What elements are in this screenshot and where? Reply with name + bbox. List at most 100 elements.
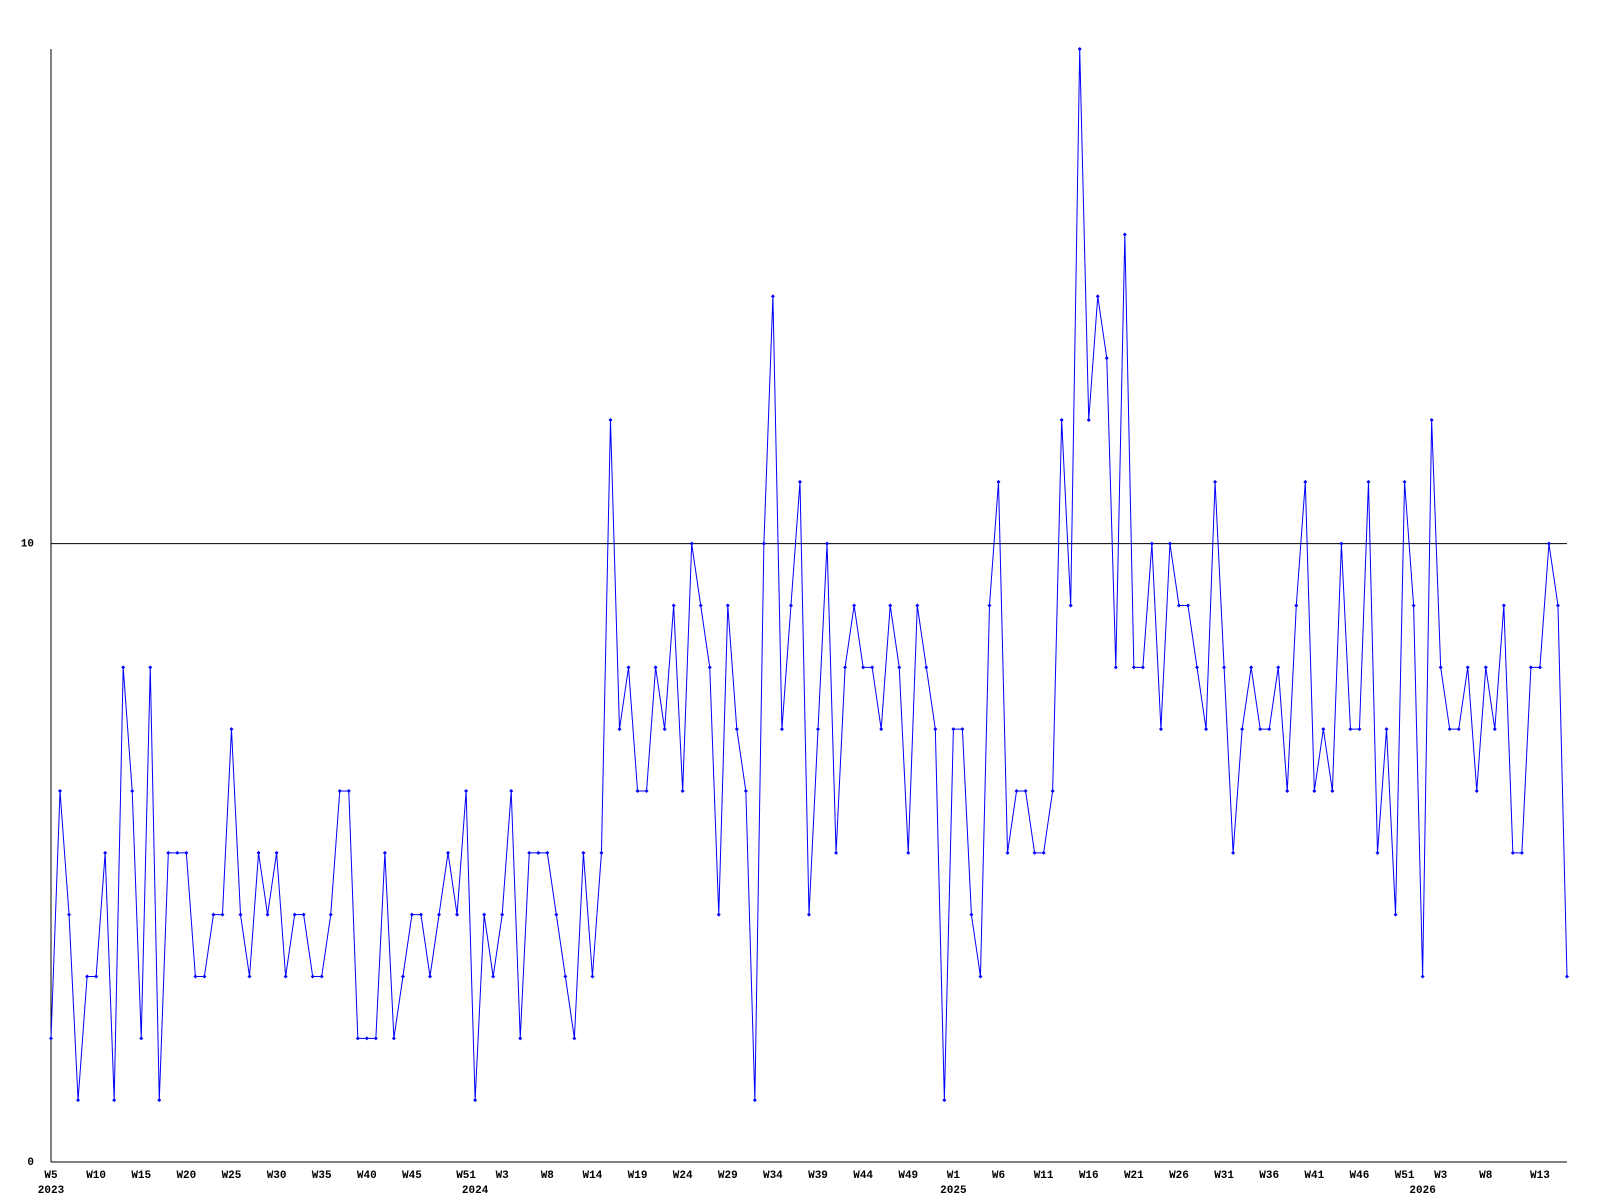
point-marker — [337, 789, 342, 793]
point-marker — [364, 1036, 369, 1041]
x-tick-label: W10 — [86, 1170, 106, 1182]
point-marker — [879, 727, 884, 732]
point-marker — [1113, 665, 1118, 670]
point-marker — [788, 603, 793, 608]
point-marker — [1104, 356, 1109, 361]
point-marker — [49, 1036, 53, 1041]
point-marker — [536, 850, 541, 855]
point-marker — [1050, 789, 1055, 793]
point-marker — [319, 974, 324, 979]
point-marker — [211, 912, 216, 917]
point-marker — [779, 727, 784, 732]
x-year-label: 2023 — [38, 1185, 65, 1197]
point-marker — [734, 727, 739, 732]
point-marker — [1086, 418, 1091, 422]
point-marker — [1366, 479, 1371, 484]
point-marker — [897, 665, 902, 670]
point-marker — [202, 974, 207, 979]
point-marker — [942, 1098, 947, 1103]
point-marker — [1041, 850, 1046, 855]
point-marker — [391, 1036, 396, 1041]
point-marker — [825, 541, 830, 546]
point-marker — [915, 603, 920, 608]
point-marker — [355, 1036, 360, 1041]
point-marker — [1321, 727, 1326, 732]
point-marker — [870, 665, 875, 670]
point-marker — [491, 974, 496, 979]
x-tick-label: W26 — [1169, 1170, 1189, 1182]
point-marker — [1546, 541, 1551, 546]
point-marker — [527, 850, 532, 855]
point-marker — [1456, 727, 1461, 732]
point-marker — [761, 541, 766, 546]
point-marker — [1285, 789, 1290, 793]
point-marker — [1312, 789, 1317, 793]
x-tick-label: W45 — [402, 1170, 422, 1182]
point-marker — [1005, 850, 1010, 855]
point-marker — [1303, 479, 1308, 484]
point-marker — [996, 479, 1001, 484]
point-marker — [283, 974, 288, 979]
point-marker — [807, 912, 811, 917]
x-year-label: 2025 — [940, 1185, 967, 1197]
point-marker — [1565, 974, 1569, 979]
point-marker — [409, 912, 414, 917]
point-marker — [1357, 727, 1362, 732]
point-marker — [924, 665, 929, 670]
point-marker — [1420, 974, 1425, 979]
point-marker — [1276, 665, 1281, 670]
point-marker — [103, 850, 108, 855]
point-marker — [599, 850, 604, 855]
point-marker — [716, 912, 721, 917]
point-marker — [554, 912, 559, 917]
point-marker — [1393, 912, 1398, 917]
point-marker — [1519, 850, 1524, 855]
x-tick-label: W36 — [1259, 1170, 1279, 1182]
point-marker — [193, 974, 198, 979]
point-marker — [148, 665, 153, 670]
point-marker — [112, 1098, 117, 1103]
point-marker — [473, 1098, 478, 1103]
x-tick-label: W3 — [1434, 1170, 1448, 1182]
point-marker — [310, 974, 315, 979]
point-marker — [752, 1098, 757, 1103]
x-tick-label: W40 — [357, 1170, 377, 1182]
point-marker — [1348, 727, 1353, 732]
y-tick-label: 10 — [21, 539, 34, 551]
point-marker — [1294, 603, 1299, 608]
x-year-label: 2024 — [462, 1185, 489, 1197]
point-marker — [94, 974, 99, 979]
x-tick-label: W11 — [1034, 1170, 1054, 1182]
point-marker — [85, 974, 90, 979]
point-marker — [1474, 789, 1479, 793]
y-tick-label: 0 — [27, 1157, 34, 1169]
point-marker — [1032, 850, 1037, 855]
point-marker — [1176, 603, 1181, 608]
point-marker — [770, 294, 775, 299]
point-marker — [707, 665, 712, 670]
point-marker — [888, 603, 893, 608]
x-tick-label: W20 — [176, 1170, 196, 1182]
point-marker — [464, 789, 469, 793]
point-marker — [1384, 727, 1389, 732]
point-marker — [1195, 665, 1200, 670]
x-tick-label: W25 — [222, 1170, 242, 1182]
point-marker — [1231, 850, 1236, 855]
point-marker — [608, 418, 613, 422]
point-marker — [1023, 789, 1028, 793]
point-marker — [1375, 850, 1380, 855]
point-marker — [1122, 232, 1127, 237]
point-marker — [518, 1036, 523, 1041]
point-marker — [816, 727, 821, 732]
point-marker — [635, 789, 640, 793]
point-marker — [1068, 603, 1073, 608]
point-marker — [265, 912, 270, 917]
x-tick-label: W1 — [947, 1170, 961, 1182]
x-tick-label: W6 — [992, 1170, 1005, 1182]
point-marker — [987, 603, 992, 608]
x-tick-label: W21 — [1124, 1170, 1144, 1182]
point-marker — [67, 912, 72, 917]
point-marker — [482, 912, 487, 917]
point-marker — [1429, 418, 1434, 422]
